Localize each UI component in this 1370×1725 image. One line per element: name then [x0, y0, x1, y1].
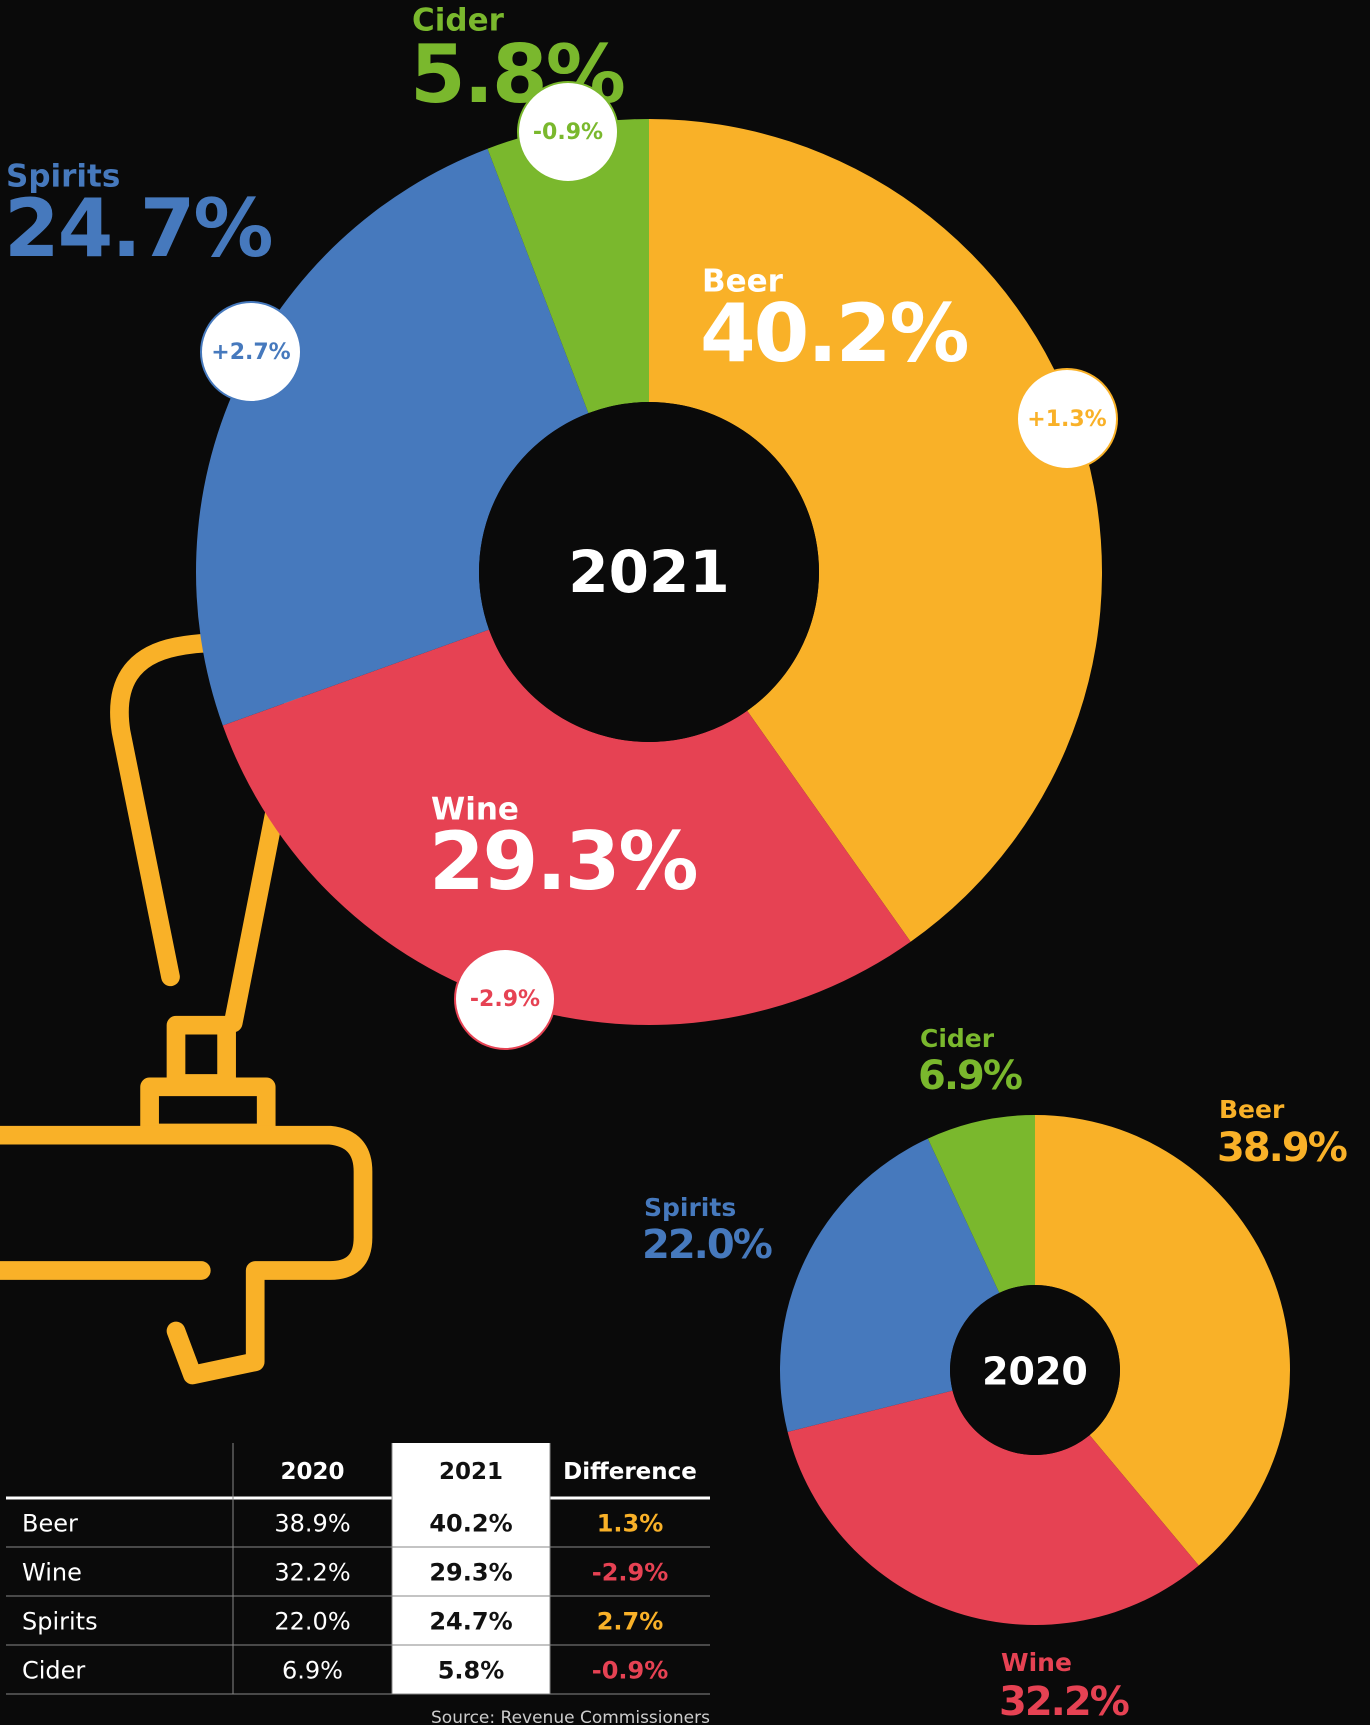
table-cell: 6.9% [282, 1657, 343, 1685]
table-cell: 5.8% [438, 1657, 505, 1685]
legend-label: Wine [1001, 1648, 1072, 1677]
data-label: 29.3% [429, 815, 697, 908]
pie-slice [649, 119, 1103, 942]
pie-slice [780, 1138, 1000, 1432]
data-label: 32.2% [999, 1679, 1129, 1725]
table-header: 2020 [280, 1459, 344, 1485]
table-cell: 38.9% [274, 1510, 350, 1538]
table-cell: 40.2% [429, 1510, 512, 1538]
change-badge [517, 81, 619, 183]
pie-slice [222, 629, 911, 1025]
legend-label: Beer [702, 264, 784, 300]
highlight-column [392, 1443, 550, 1694]
source-note: Source: Revenue Commissioners [431, 1708, 710, 1725]
change-label: -2.9% [470, 987, 540, 1012]
change-label: +2.7% [211, 340, 290, 365]
table-cell: 2.7% [597, 1608, 664, 1636]
table-header: 2021 [439, 1459, 503, 1485]
change-badge [454, 948, 556, 1050]
data-label: 38.9% [1217, 1125, 1347, 1171]
data-label: 22.0% [642, 1222, 772, 1268]
data-label: 6.9% [918, 1053, 1022, 1099]
table-cell: Wine [22, 1559, 82, 1587]
legend-label: Wine [431, 792, 519, 828]
change-label: -0.9% [533, 120, 603, 145]
data-label: 40.2% [700, 287, 968, 380]
table-cell: Spirits [22, 1608, 98, 1636]
change-badge [1016, 368, 1118, 470]
table-cell: -2.9% [592, 1559, 669, 1587]
pie-slice [787, 1390, 1199, 1625]
donut-hole [479, 402, 819, 742]
table-cell: 24.7% [429, 1608, 512, 1636]
pie-slice [1035, 1115, 1291, 1566]
table-cell: 32.2% [274, 1559, 350, 1587]
table-header: Difference [563, 1459, 697, 1485]
legend-label: Spirits [644, 1193, 736, 1222]
change-badge [200, 301, 302, 403]
legend-label: Beer [1219, 1095, 1285, 1124]
table-cell: 22.0% [274, 1608, 350, 1636]
pie-slice [487, 119, 649, 414]
donut-hole [950, 1285, 1120, 1455]
change-label: +1.3% [1027, 407, 1106, 432]
table-cell: 1.3% [597, 1510, 664, 1538]
legend-label: Cider [412, 3, 505, 39]
pie-slice [927, 1115, 1035, 1293]
center-label: 2020 [982, 1350, 1088, 1394]
table-cell: -0.9% [592, 1657, 669, 1685]
pie-slice [195, 148, 589, 726]
center-label: 2021 [568, 538, 729, 606]
data-label: 24.7% [4, 182, 272, 275]
legend-label: Cider [920, 1024, 995, 1053]
table-cell: 29.3% [429, 1559, 512, 1587]
table-cell: Cider [22, 1657, 85, 1685]
table-cell: Beer [22, 1510, 78, 1538]
legend-label: Spirits [6, 159, 120, 195]
